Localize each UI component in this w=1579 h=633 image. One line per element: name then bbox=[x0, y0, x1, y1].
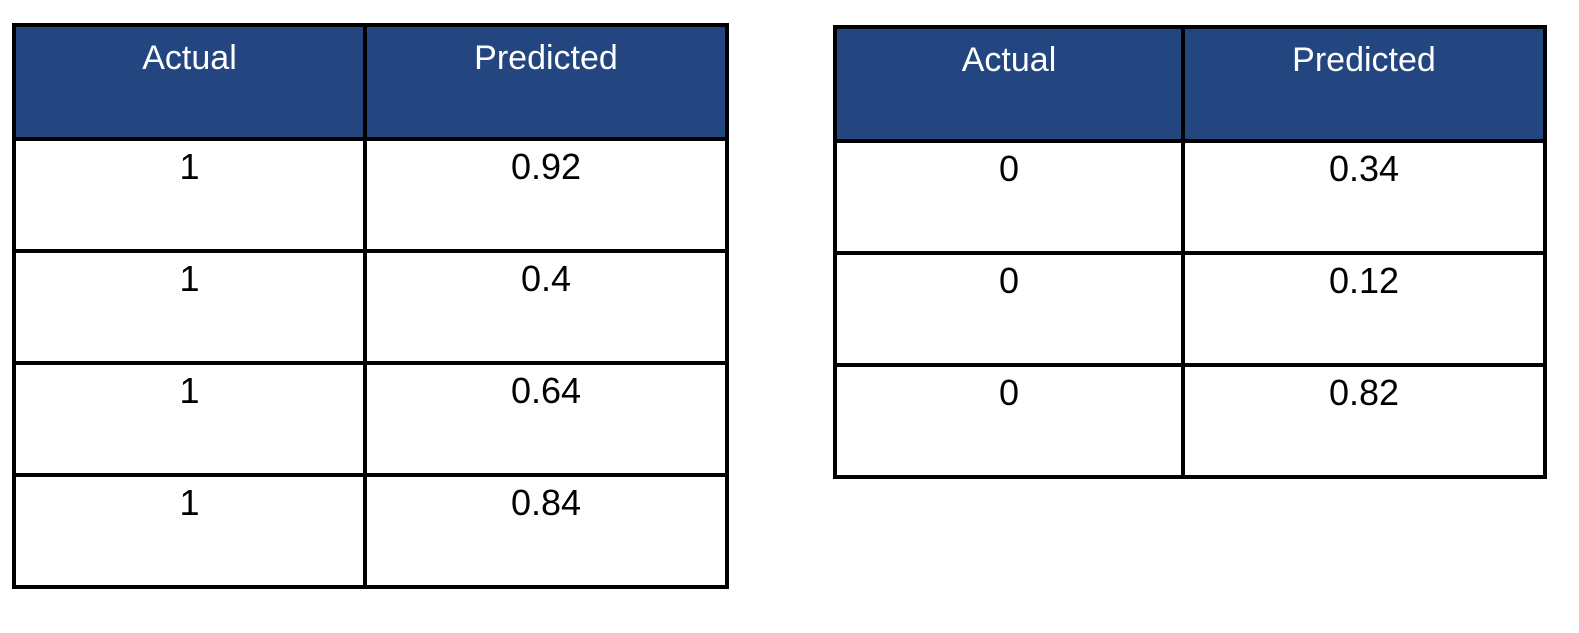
predicted-value-cell: 0.4 bbox=[363, 249, 729, 365]
actual-value-cell: 1 bbox=[12, 361, 367, 477]
header-cell-predicted: Predicted bbox=[1181, 25, 1547, 143]
actual-value-cell: 1 bbox=[12, 249, 367, 365]
table-row: 1 0.84 bbox=[12, 473, 729, 589]
table-row: 0 0.12 bbox=[833, 251, 1547, 367]
actual-value-cell: 0 bbox=[833, 139, 1185, 255]
predicted-value-cell: 0.64 bbox=[363, 361, 729, 477]
actual-value-cell: 0 bbox=[833, 363, 1185, 479]
predicted-value-cell: 0.92 bbox=[363, 137, 729, 253]
table-row: 1 0.64 bbox=[12, 361, 729, 477]
predicted-value-cell: 0.84 bbox=[363, 473, 729, 589]
table-row: 0 0.82 bbox=[833, 363, 1547, 479]
predicted-value-cell: 0.12 bbox=[1181, 251, 1547, 367]
table-row: 1 0.4 bbox=[12, 249, 729, 365]
header-row: Actual Predicted bbox=[12, 23, 729, 141]
predicted-value-cell: 0.34 bbox=[1181, 139, 1547, 255]
header-cell-predicted: Predicted bbox=[363, 23, 729, 141]
actual-value-cell: 0 bbox=[833, 251, 1185, 367]
table-row: 1 0.92 bbox=[12, 137, 729, 253]
negatives-table: Actual Predicted 0 0.34 0 0.12 0 0.82 bbox=[833, 25, 1547, 479]
predicted-value-cell: 0.82 bbox=[1181, 363, 1547, 479]
header-cell-actual: Actual bbox=[833, 25, 1185, 143]
header-row: Actual Predicted bbox=[833, 25, 1547, 143]
table-row: 0 0.34 bbox=[833, 139, 1547, 255]
header-cell-actual: Actual bbox=[12, 23, 367, 141]
actual-value-cell: 1 bbox=[12, 473, 367, 589]
positives-table: Actual Predicted 1 0.92 1 0.4 1 0.64 1 0… bbox=[12, 23, 729, 589]
actual-value-cell: 1 bbox=[12, 137, 367, 253]
